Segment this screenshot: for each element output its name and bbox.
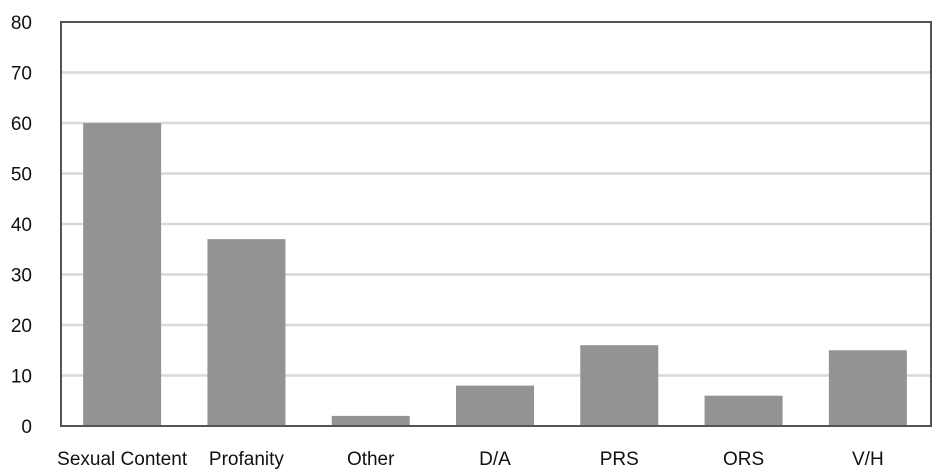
gridlines <box>61 71 931 377</box>
y-tick-label: 50 <box>11 165 32 186</box>
y-tick-label: 60 <box>11 114 32 135</box>
y-tick-labels: 0 10 20 30 40 50 60 70 80 <box>11 13 32 438</box>
y-tick-label: 30 <box>11 266 32 287</box>
category-label: Sexual Content <box>57 449 188 469</box>
y-tick-label: 70 <box>11 64 32 85</box>
y-tick-label: 20 <box>11 316 32 337</box>
category-label: D/A <box>479 449 511 469</box>
bars <box>83 123 907 426</box>
bar-profanity <box>207 239 286 426</box>
category-label: Other <box>347 449 395 469</box>
bar-prs <box>580 345 659 426</box>
axes <box>60 21 932 427</box>
bar-ors <box>704 395 783 426</box>
bar-sexual-content <box>83 123 162 426</box>
category-label: PRS <box>600 449 639 469</box>
plot-frame <box>60 21 932 427</box>
y-tick-label: 10 <box>11 367 32 388</box>
bar-other <box>331 415 410 426</box>
bar-d-a <box>456 385 534 426</box>
category-label: Profanity <box>209 449 284 469</box>
category-labels: Sexual Content Profanity Other D/A PRS ORS V/H <box>57 449 884 469</box>
bar-v-h <box>828 350 907 426</box>
y-tick-label: 40 <box>11 215 32 236</box>
category-label: V/H <box>852 449 884 469</box>
y-tick-label: 0 <box>21 417 32 438</box>
category-label: ORS <box>723 449 764 469</box>
y-tick-label: 80 <box>11 13 32 34</box>
